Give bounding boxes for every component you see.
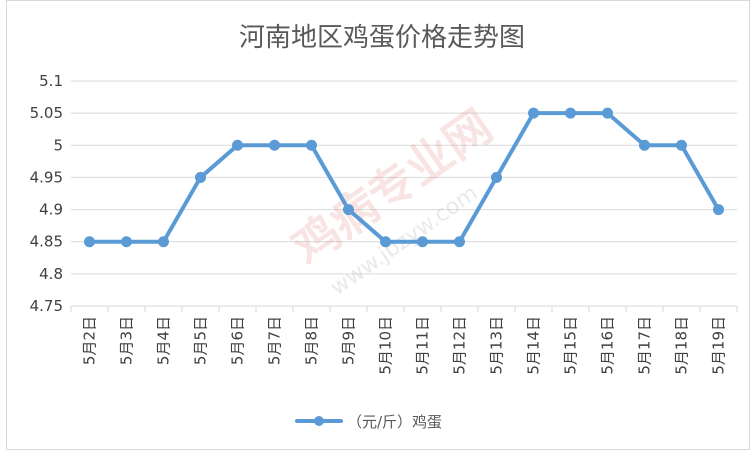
data-point [380, 236, 391, 248]
data-point [158, 236, 169, 248]
x-tick-label: 5月16日 [599, 316, 617, 375]
series-layer [84, 107, 724, 248]
x-tick-label: 5月11日 [414, 316, 432, 375]
data-point [343, 204, 354, 216]
y-tick-label: 4.95 [30, 168, 63, 186]
legend: （元/斤）鸡蛋 [295, 413, 442, 431]
series-line [87, 111, 721, 244]
x-tick-label: 5月17日 [636, 316, 654, 375]
x-tick-label: 5月10日 [377, 316, 395, 375]
line-chart: 河南地区鸡蛋价格走势图 5.1 5.05 5 4.95 4.9 4.85 4.8 4.75 5… [30, 23, 738, 431]
data-point [565, 107, 576, 119]
x-tick-label: 5月9日 [340, 316, 358, 365]
x-tick-label: 5月3日 [118, 316, 136, 365]
y-tick-label: 4.85 [30, 233, 63, 251]
x-axis: 5月2日 5月3日 5月4日 5月5日 5月6日 5月7日 5月8日 5月9日 5月10日 5月1… [81, 316, 728, 375]
legend-marker [314, 416, 324, 426]
data-point [528, 107, 539, 119]
legend-label: （元/斤）鸡蛋 [347, 413, 442, 431]
x-tick-label: 5月19日 [710, 316, 728, 375]
x-tick-label: 5月8日 [303, 316, 321, 365]
data-point [84, 236, 95, 248]
y-tick-label: 5 [53, 136, 63, 154]
data-point [269, 139, 280, 151]
watermark: 鸡病专业网 www.jbzyw.com [282, 99, 501, 301]
data-point [306, 139, 317, 151]
data-point [121, 236, 132, 248]
x-tick-label: 5月18日 [673, 316, 691, 375]
y-tick-label: 5.1 [39, 72, 63, 90]
y-tick-label: 4.8 [39, 265, 63, 283]
data-point [639, 139, 650, 151]
x-tick-label: 5月14日 [525, 316, 543, 375]
data-point [491, 171, 502, 183]
data-point [232, 139, 243, 151]
x-tick-label: 5月5日 [192, 316, 210, 365]
x-tick-label: 5月2日 [81, 316, 99, 365]
y-axis: 5.1 5.05 5 4.95 4.9 4.85 4.8 4.75 [30, 72, 63, 315]
chart-frame: 河南地区鸡蛋价格走势图 5.1 5.05 5 4.95 4.9 4.85 4.8 4.75 5… [6, 0, 750, 450]
x-tick-label: 5月12日 [451, 316, 469, 375]
x-tick-label: 5月6日 [229, 316, 247, 365]
data-point [417, 236, 428, 248]
data-point [676, 139, 687, 151]
x-tick-label: 5月15日 [562, 316, 580, 375]
y-tick-label: 5.05 [30, 104, 63, 122]
chart-title: 河南地区鸡蛋价格走势图 [239, 23, 525, 53]
y-tick-label: 4.9 [39, 201, 63, 219]
x-tick-label: 5月7日 [266, 316, 284, 365]
x-tick-label: 5月4日 [155, 316, 173, 365]
data-point [454, 236, 465, 248]
data-point [602, 107, 613, 119]
data-point [195, 171, 206, 183]
data-point [713, 204, 724, 216]
x-tick-label: 5月13日 [488, 316, 506, 375]
y-tick-label: 4.75 [30, 297, 63, 315]
